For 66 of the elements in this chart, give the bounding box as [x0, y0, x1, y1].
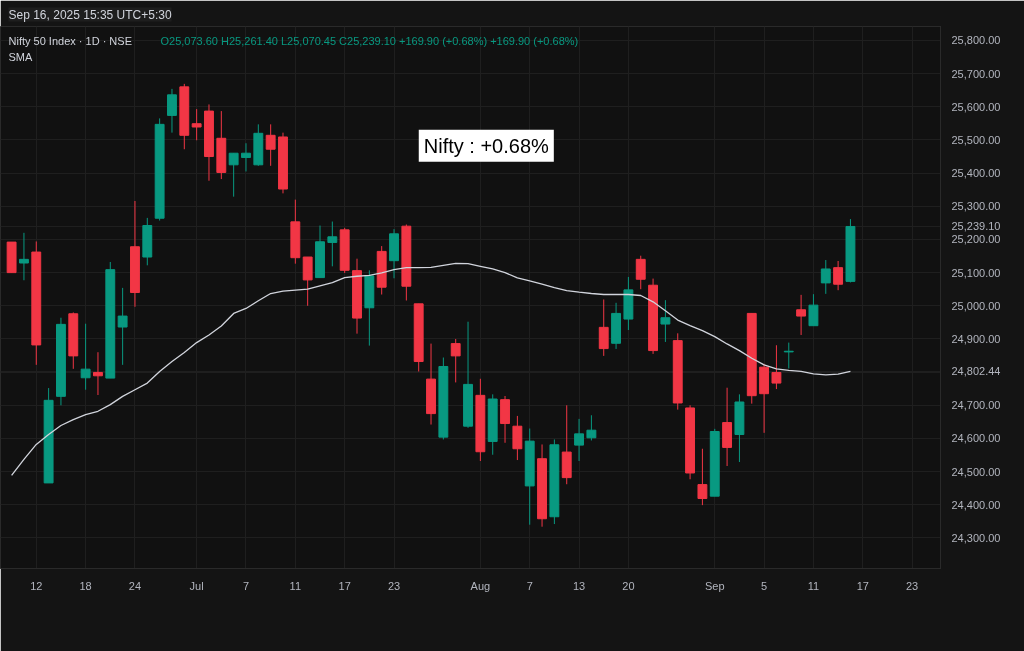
candlestick	[660, 299, 671, 343]
candlestick	[574, 418, 584, 462]
candlestick	[228, 152, 239, 198]
y-tick-label: 24,802.44	[951, 365, 1001, 378]
x-tick-label: 5	[761, 579, 768, 592]
candlestick	[450, 338, 461, 383]
x-tick-label: Aug	[470, 579, 491, 592]
candlestick	[783, 342, 794, 369]
y-tick-label: 24,900.00	[951, 332, 1001, 345]
x-tick-label: 13	[572, 579, 586, 592]
x-tick-label: 20	[622, 579, 635, 592]
y-tick-label: 25,500.00	[951, 133, 1001, 146]
candlestick	[771, 344, 782, 390]
y-tick-label: 25,000.00	[951, 299, 1001, 312]
x-tick-label: 11	[807, 579, 820, 592]
y-tick-label: 25,200.00	[951, 233, 1001, 246]
candlestick	[265, 123, 276, 167]
line-series	[10, 262, 852, 476]
candlestick	[512, 415, 523, 461]
candlestick	[117, 287, 128, 366]
candlestick	[833, 260, 844, 291]
x-tick-label: 11	[289, 579, 302, 592]
y-tick-label: 25,100.00	[951, 266, 1001, 279]
candlestick	[635, 255, 646, 290]
x-tick-label: 23	[906, 579, 919, 592]
candlestick	[586, 414, 597, 441]
candlestick	[796, 294, 807, 336]
candlestick	[80, 323, 91, 391]
candlestick	[598, 298, 609, 357]
y-tick-label: 24,700.00	[951, 399, 1001, 412]
y-tick-label: 24,500.00	[951, 465, 1001, 478]
candlestick	[808, 293, 819, 327]
candlestick	[167, 88, 177, 134]
text: Nifty 50 Index · 1D · NSE	[8, 34, 132, 47]
y-tick-label: 25,400.00	[951, 167, 1001, 180]
text: SMA	[8, 50, 33, 63]
annotation: O25,073.60 H25,261.40 L25,070.45 C25,239.10 +169.90 (+0.68%) +169.90 (+0.68%)	[160, 34, 579, 47]
x-tick-label: 12	[30, 579, 43, 592]
candlestick	[697, 448, 708, 506]
y-tick-label: 25,239.10	[951, 220, 1001, 233]
candlestick	[19, 232, 29, 281]
candlestick	[500, 395, 510, 444]
annotation: Nifty : +0.68%	[423, 134, 550, 157]
x-tick-label: 18	[79, 579, 92, 592]
y-tick-label: 25,700.00	[951, 67, 1001, 80]
x-tick-label: 7	[526, 579, 533, 592]
x-tick-label: 7	[242, 579, 250, 592]
candlestick	[820, 259, 831, 295]
y-tick-label: 25,800.00	[951, 34, 1001, 47]
x-tick-label: 24	[128, 579, 142, 592]
x-tick-label: 23	[387, 579, 401, 592]
x-tick-label: 17	[856, 579, 869, 592]
candlestick	[191, 108, 202, 141]
candlestick	[327, 221, 338, 267]
y-tick-label: 25,300.00	[951, 200, 1001, 213]
y-tick-label: 24,400.00	[951, 498, 1001, 511]
x-tick-label: 17	[338, 579, 351, 592]
y-tick-label: 24,600.00	[951, 432, 1001, 445]
text: Sep 16, 2025 15:35 UTC+5:30	[8, 7, 172, 22]
y-tick-label: 24,300.00	[951, 531, 1001, 544]
candlestick	[93, 351, 103, 396]
candlestick	[241, 142, 251, 172]
candlestick	[302, 256, 313, 307]
x-tick-label: Jul	[189, 579, 204, 592]
y-tick-label: 25,600.00	[951, 100, 1001, 113]
x-tick-label: Sep	[704, 579, 725, 592]
